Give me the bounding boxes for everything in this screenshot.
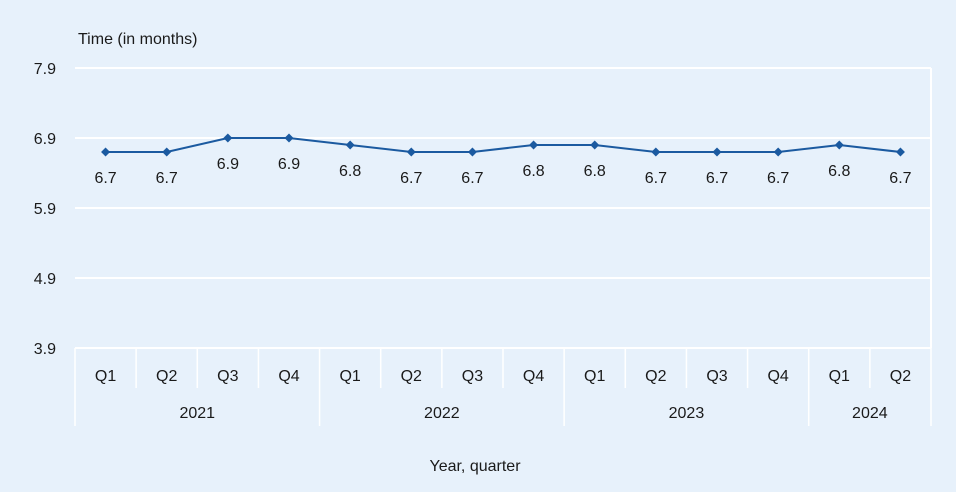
data-label: 6.7 <box>645 170 667 187</box>
data-point-marker <box>651 147 661 157</box>
y-tick-label: 5.9 <box>34 201 56 218</box>
data-label: 6.7 <box>94 170 116 187</box>
data-label: 6.7 <box>706 170 728 187</box>
x-group-label: 2022 <box>424 405 460 422</box>
series-line <box>105 137 901 153</box>
data-label: 6.7 <box>400 170 422 187</box>
data-label: 6.7 <box>461 170 483 187</box>
data-point-marker <box>712 147 722 157</box>
y-axis-ticks: 7.9 6.9 5.9 4.9 3.9 <box>34 61 56 358</box>
data-point-marker <box>406 147 416 157</box>
series-line-group <box>101 133 905 157</box>
data-point-marker <box>834 140 844 150</box>
x-tick-label: Q1 <box>829 368 850 385</box>
data-label: 6.9 <box>217 156 239 173</box>
data-label: 6.8 <box>828 163 850 180</box>
data-point-marker <box>345 140 355 150</box>
data-point-marker <box>590 140 600 150</box>
x-group-label: 2021 <box>179 405 215 422</box>
x-tick-label: Q2 <box>401 368 422 385</box>
x-tick-label: Q2 <box>890 368 911 385</box>
x-tick-label: Q2 <box>645 368 666 385</box>
x-tick-label: Q1 <box>584 368 605 385</box>
x-group-label: 2023 <box>669 405 705 422</box>
x-group-label: 2024 <box>852 405 888 422</box>
x-axis-title: Year, quarter <box>429 458 521 475</box>
data-labels: 6.7 6.7 6.9 6.9 6.8 6.7 6.7 6.8 6.8 6.7 6.7 6.7 6.8 6… <box>94 156 911 187</box>
y-tick-label: 7.9 <box>34 61 56 78</box>
data-label: 6.7 <box>889 170 911 187</box>
data-point-marker <box>101 147 111 157</box>
data-label: 6.7 <box>156 170 178 187</box>
x-tick-label: Q3 <box>462 368 483 385</box>
y-tick-label: 3.9 <box>34 341 56 358</box>
x-tick-label: Q4 <box>523 368 544 385</box>
x-tick-label: Q1 <box>95 368 116 385</box>
data-point-marker <box>529 140 539 150</box>
data-label: 6.7 <box>767 170 789 187</box>
data-point-marker <box>467 147 477 157</box>
data-point-marker <box>284 133 294 143</box>
x-tick-label: Q4 <box>278 368 299 385</box>
data-point-marker <box>223 133 233 143</box>
y-tick-label: 6.9 <box>34 131 56 148</box>
y-tick-label: 4.9 <box>34 271 56 288</box>
x-tick-label: Q3 <box>217 368 238 385</box>
x-tick-label: Q3 <box>706 368 727 385</box>
data-label: 6.9 <box>278 156 300 173</box>
data-label: 6.8 <box>339 163 361 180</box>
data-point-marker <box>162 147 172 157</box>
data-point-marker <box>773 147 783 157</box>
x-axis: Q1 Q2 Q3 Q4 Q1 Q2 Q3 Q4 Q1 Q2 Q3 Q4 Q1 Q2 2021 2022 2023… <box>74 347 932 426</box>
x-tick-label: Q1 <box>339 368 360 385</box>
data-label: 6.8 <box>584 163 606 180</box>
data-label: 6.8 <box>522 163 544 180</box>
x-tick-label: Q4 <box>767 368 788 385</box>
y-axis-title: Time (in months) <box>78 31 197 48</box>
x-tick-label: Q2 <box>156 368 177 385</box>
data-point-marker <box>895 147 905 157</box>
